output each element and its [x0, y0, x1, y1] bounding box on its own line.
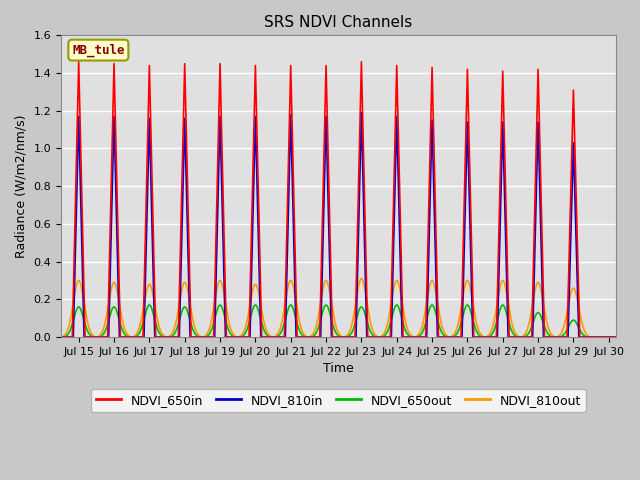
NDVI_810out [489, 324, 497, 330]
NDVI_650out [369, 332, 377, 338]
Y-axis label: Radiance (W/m2/nm/s): Radiance (W/m2/nm/s) [15, 114, 28, 258]
NDVI_650in [358, 59, 365, 65]
NDVI_810out [348, 321, 356, 326]
NDVI_650in [280, 334, 288, 340]
NDVI_650out [488, 331, 496, 337]
Line: NDVI_650in: NDVI_650in [61, 62, 616, 337]
Line: NDVI_810in: NDVI_810in [61, 113, 616, 337]
NDVI_650out [250, 305, 257, 311]
NDVI_810in [224, 334, 232, 340]
NDVI_810in [352, 334, 360, 340]
NDVI_810in [287, 112, 294, 118]
NDVI_650out [433, 314, 441, 320]
Text: MB_tule: MB_tule [72, 43, 125, 57]
NDVI_810in [57, 334, 65, 340]
NDVI_650in [245, 334, 253, 340]
NDVI_650in [57, 334, 65, 340]
NDVI_810in [282, 334, 289, 340]
Line: NDVI_810out: NDVI_810out [61, 279, 616, 337]
NDVI_650in [245, 334, 253, 340]
NDVI_650in [293, 334, 301, 340]
NDVI_650in [175, 334, 182, 340]
NDVI_810out [357, 276, 365, 282]
NDVI_650in [75, 59, 83, 65]
Line: NDVI_650out: NDVI_650out [61, 305, 616, 337]
Title: SRS NDVI Channels: SRS NDVI Channels [264, 15, 413, 30]
NDVI_810in [154, 334, 161, 340]
NDVI_650out [180, 304, 188, 310]
Legend: NDVI_650in, NDVI_810in, NDVI_650out, NDVI_810out: NDVI_650in, NDVI_810in, NDVI_650out, NDV… [91, 389, 586, 412]
NDVI_650out [57, 334, 65, 340]
X-axis label: Time: Time [323, 362, 354, 375]
NDVI_650out [612, 334, 620, 340]
NDVI_810in [246, 334, 254, 340]
NDVI_810out [139, 311, 147, 316]
NDVI_810out [531, 289, 538, 295]
NDVI_810out [57, 334, 65, 340]
NDVI_810out [572, 288, 579, 293]
NDVI_810out [612, 334, 620, 340]
NDVI_650in [612, 334, 620, 340]
NDVI_810in [612, 334, 620, 340]
NDVI_810in [358, 110, 365, 116]
NDVI_650out [145, 302, 153, 308]
NDVI_650out [405, 333, 413, 338]
NDVI_810out [263, 329, 271, 335]
